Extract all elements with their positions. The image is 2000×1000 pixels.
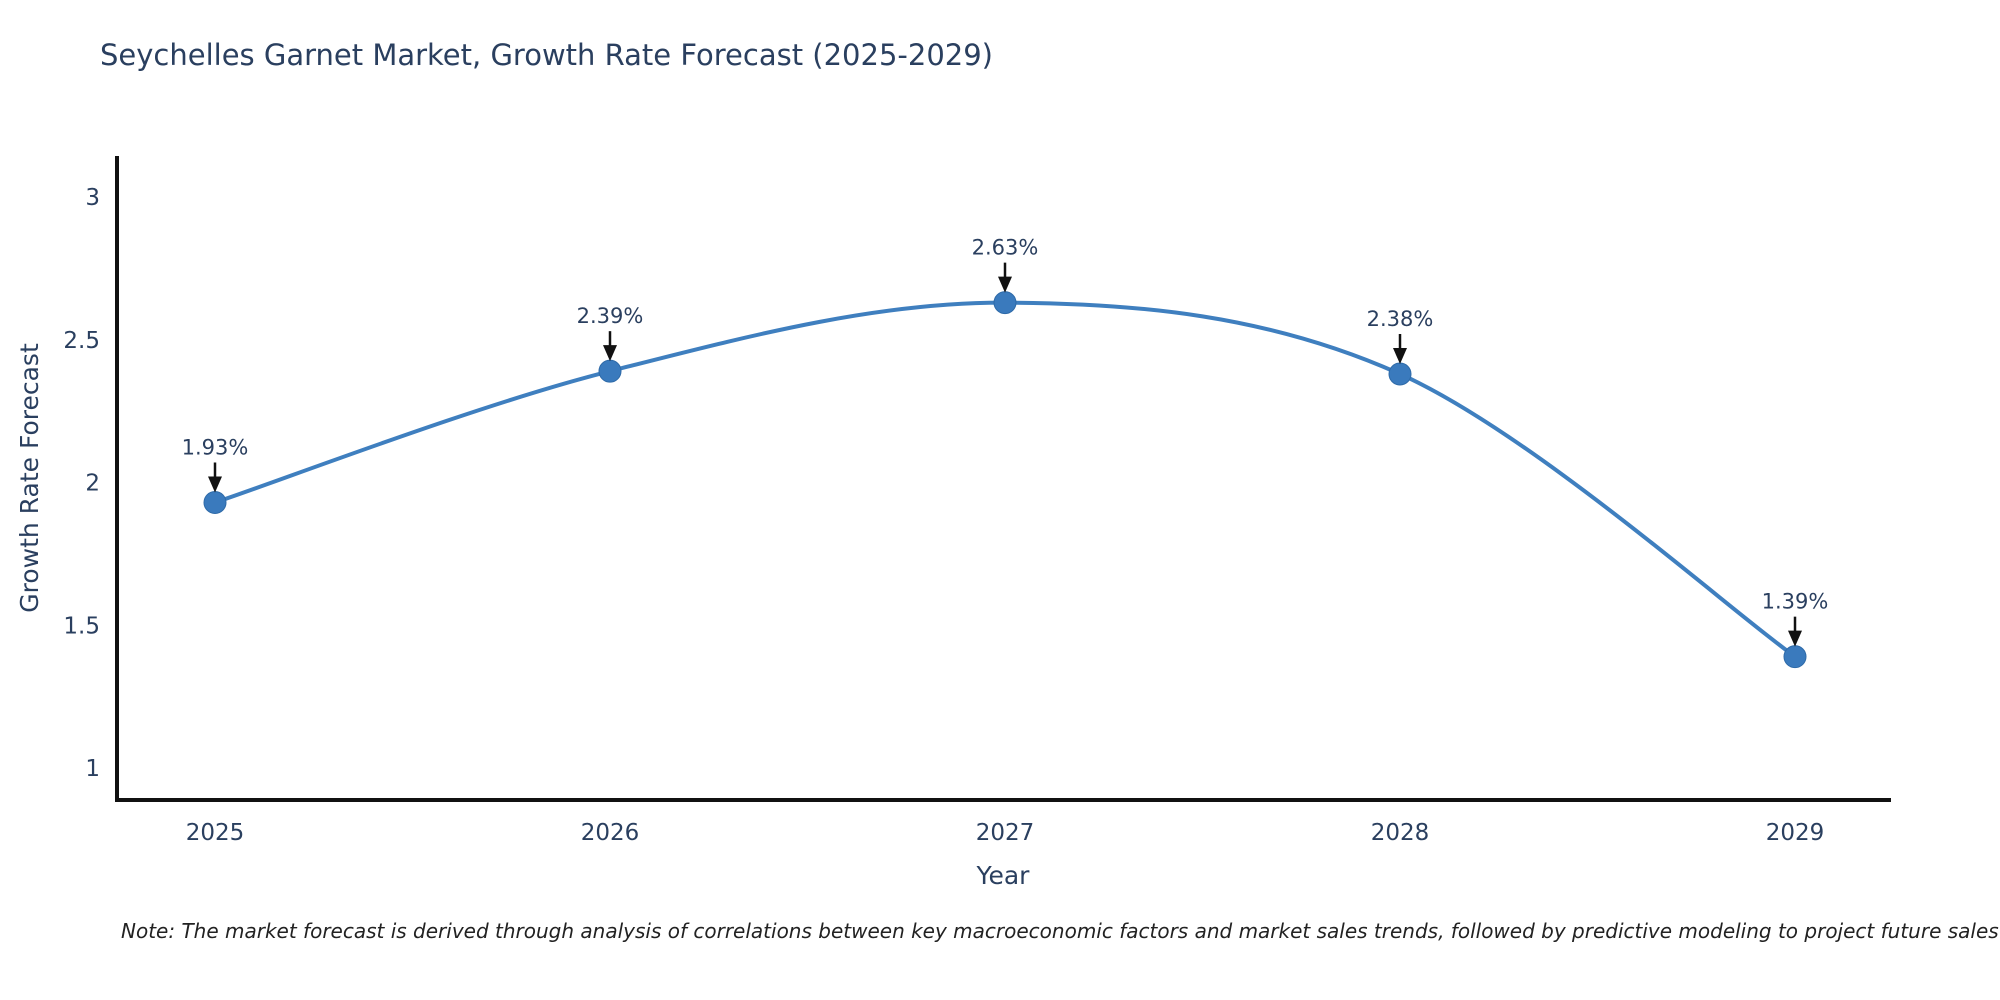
- point-annotation-label: 2.63%: [972, 236, 1039, 260]
- x-tick-label: 2028: [1371, 820, 1430, 846]
- point-annotation: 2.39%: [577, 304, 644, 362]
- data-point: [598, 359, 622, 383]
- point-annotation: 1.93%: [182, 435, 249, 493]
- data-point: [203, 490, 227, 514]
- y-axis-title: Growth Rate Forecast: [15, 343, 44, 613]
- x-tick-label: 2027: [976, 820, 1035, 846]
- y-tick-labels: 3 2.5 2 1.5 1: [63, 185, 100, 782]
- point-annotation: 1.39%: [1762, 590, 1829, 647]
- y-tick-label: 3: [85, 185, 100, 211]
- forecast-line: [213, 300, 1797, 659]
- point-annotation: 2.63%: [972, 236, 1039, 293]
- annotation-arrowhead-icon: [1788, 630, 1802, 647]
- data-point: [1388, 362, 1412, 386]
- chart-title: Seychelles Garnet Market, Growth Rate Fo…: [100, 38, 993, 72]
- y-tick-label: 1: [85, 756, 100, 782]
- x-tick-label: 2029: [1766, 820, 1825, 846]
- y-tick-label: 2: [85, 471, 100, 497]
- point-annotations: 1.93% 2.39% 2.63% 2.38% 1.39%: [182, 236, 1829, 647]
- y-tick-label: 1.5: [63, 613, 100, 639]
- annotation-arrowhead-icon: [1393, 348, 1407, 365]
- data-point: [993, 291, 1017, 315]
- x-tick-label: 2026: [581, 820, 640, 846]
- point-annotation-label: 2.38%: [1367, 307, 1434, 331]
- y-tick-label: 2.5: [63, 328, 100, 354]
- annotation-arrowhead-icon: [998, 276, 1012, 293]
- x-axis-title: Year: [976, 861, 1031, 890]
- data-points: [203, 291, 1807, 669]
- point-annotation-label: 1.93%: [182, 435, 249, 459]
- annotation-arrowhead-icon: [603, 345, 617, 362]
- point-annotation: 2.38%: [1367, 307, 1434, 365]
- x-tick-labels: 2025 2026 2027 2028 2029: [186, 820, 1825, 846]
- point-annotation-label: 1.39%: [1762, 590, 1829, 614]
- annotation-arrowhead-icon: [208, 476, 222, 493]
- x-tick-label: 2025: [186, 820, 245, 846]
- data-point: [1783, 645, 1807, 669]
- growth-rate-forecast-chart: 3 2.5 2 1.5 1 2025 2026 2027 2028 2029 Growth Ra…: [15, 156, 1891, 890]
- footnote: Note: The market forecast is derived thr…: [121, 919, 1999, 943]
- point-annotation-label: 2.39%: [577, 304, 644, 328]
